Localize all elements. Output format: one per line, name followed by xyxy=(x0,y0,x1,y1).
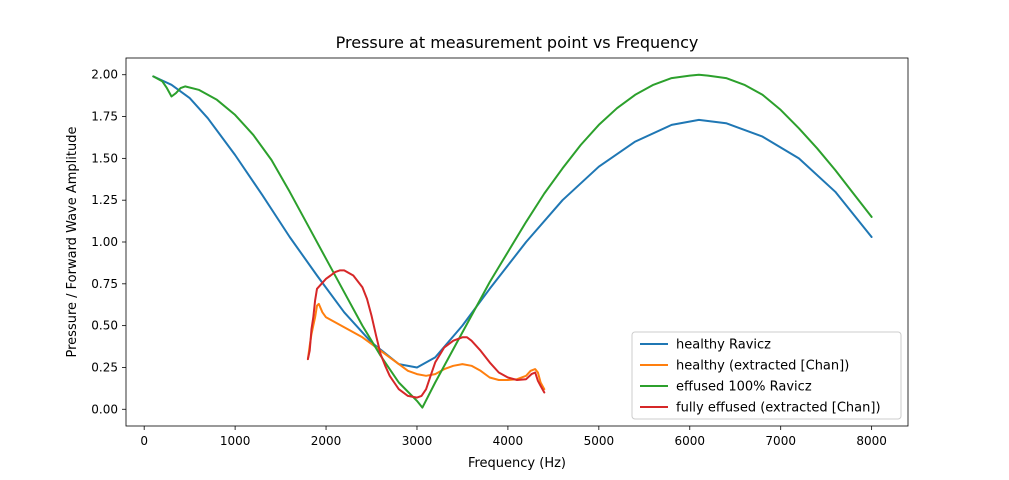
y-tick-label: 2.00 xyxy=(91,68,118,82)
legend-label-1: healthy (extracted [Chan]) xyxy=(676,359,849,374)
legend-label-3: fully effused (extracted [Chan]) xyxy=(676,401,881,416)
y-tick-label: 0.00 xyxy=(91,402,118,416)
y-tick-label: 1.50 xyxy=(91,151,118,165)
x-tick-label: 6000 xyxy=(674,434,705,448)
series-line-0 xyxy=(152,75,873,369)
series-line-2 xyxy=(152,73,873,409)
y-axis: 0.00 0.25 0.50 0.75 1.00 1.25 1.50 1.75 2.00 xyxy=(91,68,126,416)
y-tick-label: 0.25 xyxy=(91,360,118,374)
y-tick-label: 0.75 xyxy=(91,277,118,291)
x-tick-label: 4000 xyxy=(493,434,524,448)
y-tick-label: 1.00 xyxy=(91,235,118,249)
x-tick-label: 7000 xyxy=(765,434,796,448)
x-tick-label: 3000 xyxy=(402,434,433,448)
chart-title: Pressure at measurement point vs Frequen… xyxy=(336,33,699,52)
x-axis-label: Frequency (Hz) xyxy=(468,456,566,471)
legend-frame xyxy=(631,331,902,420)
x-tick-label: 8000 xyxy=(856,434,887,448)
x-tick-label: 5000 xyxy=(584,434,615,448)
y-tick-label: 1.75 xyxy=(91,110,118,124)
series-line-1 xyxy=(306,302,546,391)
x-axis: 0 1000 2000 3000 4000 5000 6000 7000 8000 xyxy=(140,426,887,448)
series-line-3 xyxy=(306,269,546,399)
y-tick-label: 1.25 xyxy=(91,193,118,207)
x-tick-label: 2000 xyxy=(311,434,342,448)
legend: healthy Ravicz healthy (extracted [Chan])… xyxy=(631,331,902,420)
x-tick-label: 1000 xyxy=(220,434,251,448)
y-tick-label: 0.50 xyxy=(91,319,118,333)
legend-label-2: effused 100% Ravicz xyxy=(676,380,812,395)
legend-label-0: healthy Ravicz xyxy=(676,338,771,353)
x-tick-label: 0 xyxy=(140,434,148,448)
plot-area xyxy=(152,73,873,409)
y-axis-label: Pressure / Forward Wave Amplitude xyxy=(65,127,80,358)
